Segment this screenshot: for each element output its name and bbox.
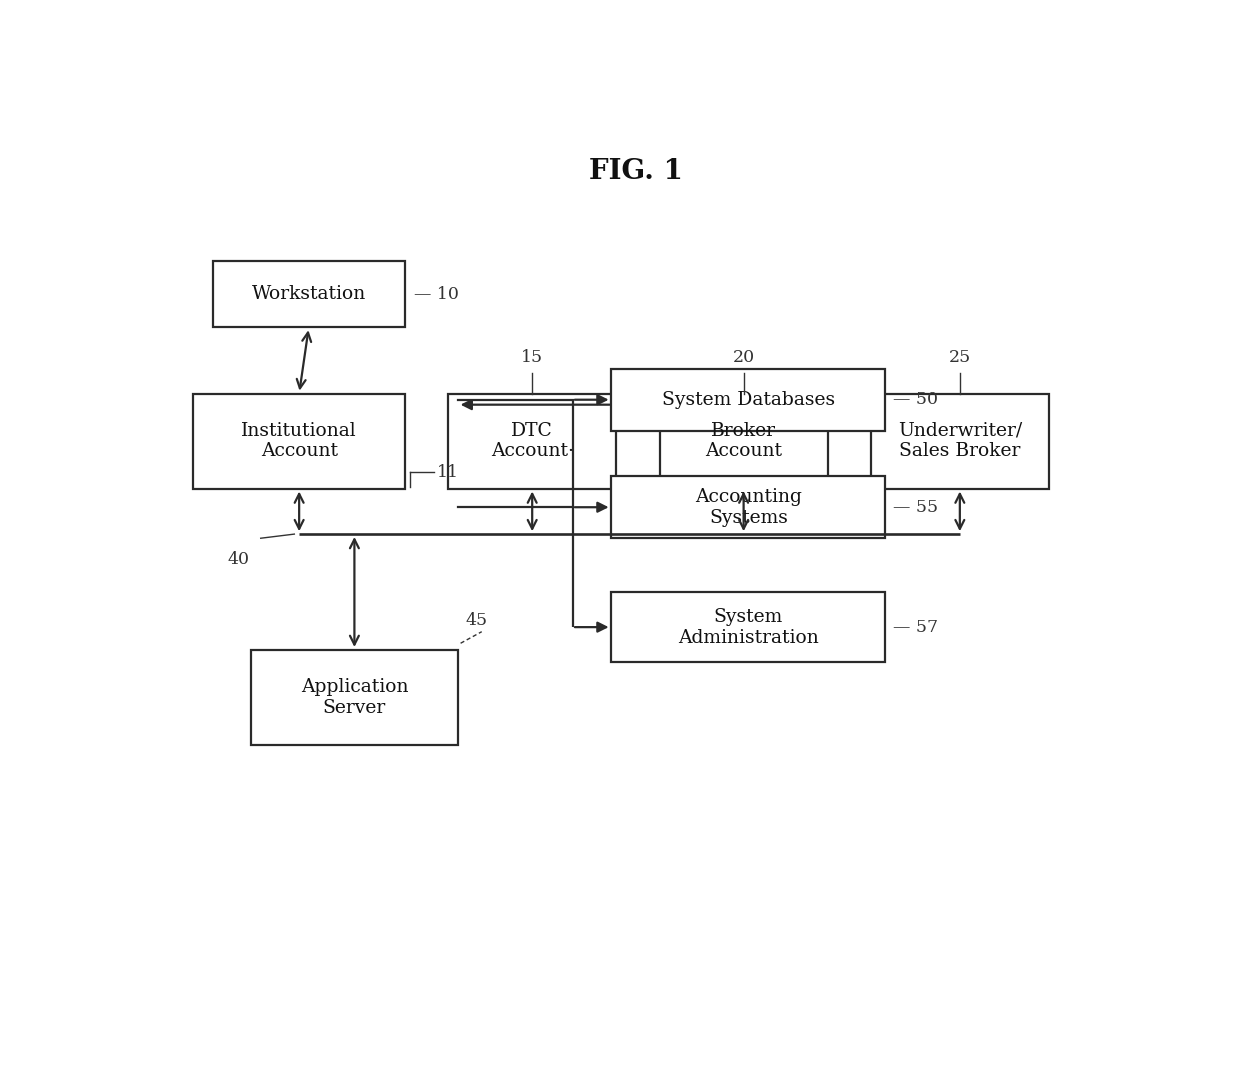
Text: 40: 40 xyxy=(227,551,249,568)
Text: System
Administration: System Administration xyxy=(678,608,818,647)
Text: 11: 11 xyxy=(436,464,459,480)
Text: — 57: — 57 xyxy=(893,619,939,636)
Text: 25: 25 xyxy=(949,349,971,366)
Bar xyxy=(611,368,885,431)
Bar xyxy=(448,393,616,489)
Text: 45: 45 xyxy=(465,612,487,629)
Text: Underwriter/
Sales Broker: Underwriter/ Sales Broker xyxy=(898,422,1022,461)
Text: — 55: — 55 xyxy=(893,498,939,516)
Text: 15: 15 xyxy=(521,349,543,366)
Text: Accounting
Systems: Accounting Systems xyxy=(694,488,802,526)
Bar xyxy=(250,650,458,745)
Text: System Databases: System Databases xyxy=(662,391,835,409)
Text: — 50: — 50 xyxy=(893,391,937,408)
Text: Workstation: Workstation xyxy=(252,286,366,303)
Text: DTC
Account·: DTC Account· xyxy=(491,422,574,461)
Bar xyxy=(870,393,1049,489)
Bar xyxy=(611,476,885,538)
Text: — 10: — 10 xyxy=(414,286,459,303)
Text: Application
Server: Application Server xyxy=(300,678,408,716)
Text: 20: 20 xyxy=(733,349,755,366)
Bar xyxy=(213,261,404,328)
Text: Institutional
Account: Institutional Account xyxy=(242,422,357,461)
Text: Broker
Account: Broker Account xyxy=(706,422,782,461)
Text: FIG. 1: FIG. 1 xyxy=(589,158,682,185)
Bar xyxy=(611,592,885,663)
Bar xyxy=(660,393,828,489)
Bar xyxy=(193,393,404,489)
